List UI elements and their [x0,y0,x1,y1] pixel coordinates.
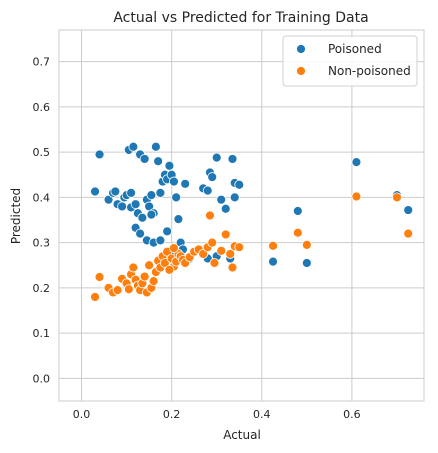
data-point-poisoned [126,187,136,198]
data-point-non-poisoned [225,249,236,259]
data-point-non-poisoned [207,237,218,248]
legend: Poisoned Non-poisoned [282,35,418,87]
data-point-non-poisoned [301,240,312,250]
data-point-non-poisoned [227,262,238,273]
data-point-non-poisoned [403,228,414,239]
plot-background [58,29,425,402]
data-point-poisoned [117,201,127,212]
y-tick-label: 0.2 [33,282,51,295]
data-point-poisoned [211,152,222,163]
x-tick-label: 0.6 [343,408,361,421]
x-tick-labels: 0.0 0.2 0.4 0.6 [73,408,361,421]
y-tick-label: 0.6 [33,101,51,114]
data-point-poisoned [162,226,173,237]
x-tick-label: 0.0 [73,408,91,421]
data-point-poisoned [139,154,150,164]
data-point-non-poisoned [220,229,231,240]
legend-marker-non-poisoned [296,66,306,76]
data-point-poisoned [155,187,166,198]
y-tick-label: 0.4 [33,191,51,204]
data-point-poisoned [202,185,213,196]
data-point-poisoned [150,141,161,152]
data-point-poisoned [103,194,114,205]
data-point-poisoned [110,186,121,197]
data-point-poisoned [229,192,240,203]
data-point-poisoned [173,214,184,225]
data-point-non-poisoned [148,276,159,287]
data-point-non-poisoned [198,249,209,259]
data-point-poisoned [130,199,141,210]
x-tick-label: 0.4 [253,408,271,421]
data-point-non-poisoned [205,210,215,221]
data-point-non-poisoned [144,260,155,271]
data-point-non-poisoned [351,191,362,202]
data-point-poisoned [216,194,227,205]
x-gridlines [81,30,353,401]
data-point-non-poisoned [268,240,278,251]
data-point-poisoned [146,190,157,201]
data-point-poisoned [351,157,362,168]
data-point-poisoned [128,141,139,152]
data-point-poisoned [155,235,166,246]
legend-frame [282,35,418,87]
data-point-non-poisoned [292,227,303,238]
scatter-points [90,141,414,302]
data-point-poisoned [403,205,414,215]
data-point-poisoned [137,212,148,223]
legend-label-poisoned: Poisoned [328,42,382,56]
data-point-poisoned [234,179,245,190]
y-tick-label: 0.1 [33,327,51,340]
data-point-poisoned [90,186,100,197]
data-point-poisoned [268,256,278,267]
data-point-non-poisoned [90,292,100,302]
data-point-poisoned [135,228,146,239]
data-point-non-poisoned [123,284,134,295]
data-point-non-poisoned [112,285,123,296]
data-point-poisoned [94,149,105,160]
data-point-non-poisoned [159,258,170,268]
data-point-non-poisoned [94,272,105,282]
data-point-poisoned [292,206,303,216]
legend-marker-poisoned [296,44,306,54]
y-tick-labels: 0.0 0.1 0.2 0.3 0.4 0.5 0.6 0.7 [33,56,51,386]
data-point-poisoned [164,160,175,171]
data-point-non-poisoned [164,264,175,275]
y-tick-label: 0.5 [33,146,51,159]
y-axis-label: Predicted [9,188,23,244]
data-point-poisoned [171,192,182,203]
y-tick-label: 0.7 [33,56,51,69]
y-tick-label: 0.0 [33,372,51,385]
data-point-poisoned [220,203,231,214]
x-tick-label: 0.2 [163,408,181,421]
data-point-non-poisoned [169,243,179,253]
x-axis-label: Actual [223,428,261,442]
data-point-non-poisoned [392,192,402,203]
data-point-non-poisoned [128,262,139,273]
data-point-poisoned [146,209,157,220]
chart-title: Actual vs Predicted for Training Data [113,10,368,26]
data-point-poisoned [169,176,179,187]
data-point-poisoned [153,156,164,167]
legend-label-non-poisoned: Non-poisoned [328,64,411,78]
data-point-non-poisoned [209,258,220,268]
data-point-poisoned [207,172,218,182]
y-tick-label: 0.3 [33,237,51,250]
data-point-non-poisoned [139,271,150,282]
data-point-non-poisoned [234,242,245,253]
data-point-poisoned [301,258,312,268]
data-point-poisoned [180,178,191,189]
data-point-poisoned [227,154,238,164]
data-point-non-poisoned [216,245,227,256]
